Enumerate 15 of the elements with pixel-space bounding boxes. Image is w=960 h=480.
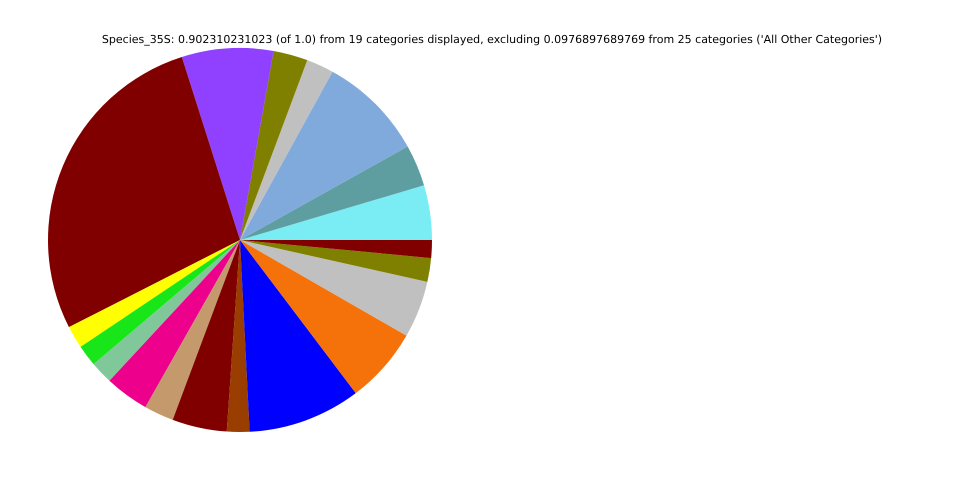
pie-slice [145,240,240,420]
pie-slice [240,146,424,240]
pie-slice [240,240,406,394]
pie-slice [68,240,240,347]
pie-slice [240,50,308,240]
pie-slice [109,240,240,408]
pie-slice [240,240,432,258]
text: Species_35S: 0.902310231023 (of 1.0) from 19 categories displayed, excluding 0.0976897689769 from 25 categories ('All Other Categories') [102,33,882,46]
pie-slice [240,240,356,432]
pie-slice [240,72,408,240]
pie-slice [240,185,432,240]
pie-slice [182,48,274,240]
pie-slice [94,240,240,381]
pie-slice [80,240,240,364]
pie-slice [240,240,432,282]
